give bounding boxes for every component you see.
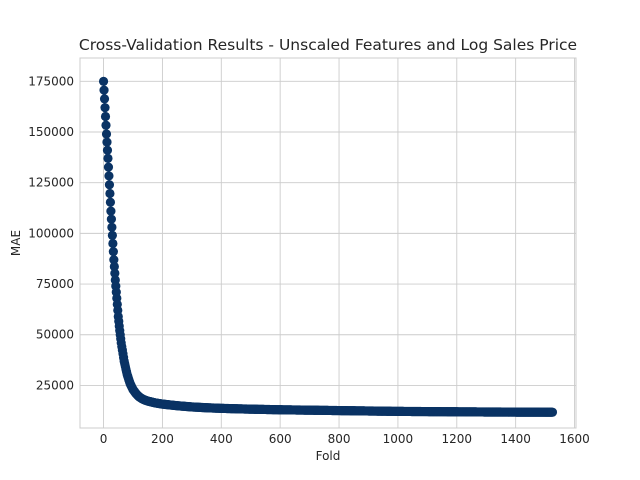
data-point xyxy=(101,120,111,130)
x-axis-label: Fold xyxy=(316,449,341,463)
data-point xyxy=(106,214,116,224)
x-tick-label: 1600 xyxy=(559,432,590,446)
data-point xyxy=(108,247,118,257)
data-point xyxy=(101,129,112,139)
data-point xyxy=(104,180,115,190)
data-point xyxy=(110,268,120,278)
y-axis-label: MAE xyxy=(9,230,23,256)
series-markers xyxy=(98,76,558,417)
series xyxy=(98,76,558,417)
data-point xyxy=(102,137,112,147)
data-point xyxy=(100,103,110,113)
y-tick-label: 50000 xyxy=(36,328,74,342)
data-point xyxy=(105,197,116,207)
data-point xyxy=(103,153,113,163)
data-point xyxy=(108,238,118,249)
data-point xyxy=(107,230,117,240)
data-point xyxy=(109,261,119,272)
plot-frame xyxy=(79,57,577,429)
grid xyxy=(80,58,576,428)
series-line xyxy=(102,81,553,413)
data-point xyxy=(99,94,110,104)
x-axis-ticks: 0 200 400 600 800 1000 1200 1400 1600 xyxy=(100,432,590,446)
y-axis-ticks: 25000 50000 75000 100000 125000 150000 175000 xyxy=(28,74,74,392)
data-point xyxy=(107,222,117,232)
data-point xyxy=(100,111,111,122)
y-tick-label: 100000 xyxy=(28,226,74,240)
x-tick-label: 1200 xyxy=(442,432,473,446)
data-point xyxy=(103,162,114,172)
data-point xyxy=(98,76,109,86)
data-point xyxy=(99,85,109,95)
data-point xyxy=(105,188,115,199)
x-tick-label: 0 xyxy=(100,432,108,446)
y-tick-label: 175000 xyxy=(28,74,74,88)
x-tick-label: 800 xyxy=(328,432,351,446)
data-point xyxy=(102,145,113,155)
y-tick-label: 75000 xyxy=(36,277,74,291)
y-tick-label: 125000 xyxy=(28,176,74,190)
data-point xyxy=(109,255,119,265)
data-point xyxy=(106,206,116,216)
x-tick-label: 1400 xyxy=(500,432,531,446)
data-point xyxy=(547,407,558,417)
x-tick-label: 200 xyxy=(151,432,174,446)
data-point xyxy=(104,171,114,181)
y-tick-label: 150000 xyxy=(28,125,74,139)
x-tick-label: 400 xyxy=(210,432,233,446)
y-tick-label: 25000 xyxy=(36,378,74,392)
chart-title: Cross-Validation Results - Unscaled Feat… xyxy=(79,36,577,54)
x-tick-label: 1000 xyxy=(383,432,414,446)
x-tick-label: 600 xyxy=(269,432,292,446)
